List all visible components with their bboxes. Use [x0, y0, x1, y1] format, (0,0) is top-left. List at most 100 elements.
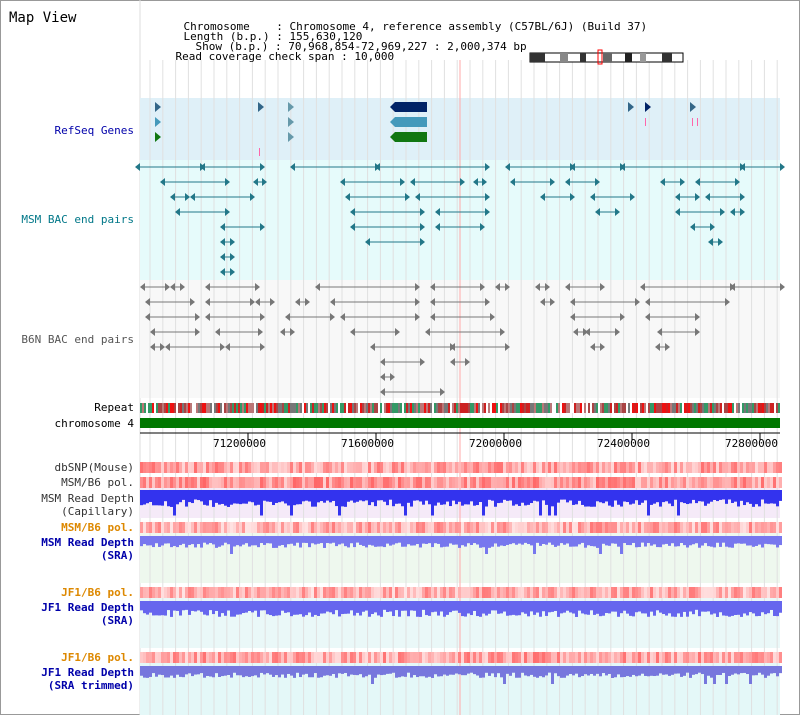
- depth-bar: [221, 601, 224, 614]
- track-label-msm-depth-cap[interactable]: MSM Read Depth (Capillary): [41, 492, 134, 518]
- repeat-segment: [302, 403, 304, 413]
- heat-cell: [254, 462, 257, 473]
- heat-cell: [152, 587, 155, 598]
- heat-cell: [407, 462, 410, 473]
- heat-cell: [392, 587, 395, 598]
- heat-cell: [233, 652, 236, 663]
- depth-bar: [338, 536, 341, 545]
- heat-cell: [431, 522, 434, 533]
- heat-cell: [425, 587, 428, 598]
- depth-bar: [272, 666, 275, 677]
- track-label-msm-b6-pol[interactable]: MSM/B6 pol.: [61, 476, 134, 489]
- depth-bar: [548, 490, 551, 516]
- track-label-repeat[interactable]: Repeat: [94, 401, 134, 414]
- heat-cell: [476, 462, 479, 473]
- heat-cell: [230, 587, 233, 598]
- heat-cell: [290, 652, 293, 663]
- heat-cell: [362, 587, 365, 598]
- repeat-segment: [210, 403, 212, 413]
- repeat-segment: [432, 403, 434, 413]
- heat-cell: [395, 652, 398, 663]
- depth-bar: [422, 490, 425, 505]
- track-label-jf1-b6-pol[interactable]: JF1/B6 pol.: [61, 586, 134, 599]
- repeat-segment: [722, 403, 724, 413]
- depth-bar: [158, 490, 161, 506]
- repeat-segment: [630, 403, 632, 413]
- depth-bar: [212, 666, 215, 678]
- track-label-jf1-depth-sra[interactable]: JF1 Read Depth (SRA): [41, 601, 134, 627]
- depth-bar: [428, 536, 431, 544]
- heat-cell: [170, 587, 173, 598]
- heat-cell: [611, 652, 614, 663]
- bac-end: [485, 163, 490, 171]
- depth-bar: [251, 666, 254, 677]
- heat-cell: [779, 462, 782, 473]
- bac-end: [540, 298, 545, 306]
- track-label-msm-b6-pol-2[interactable]: MSM/B6 pol.: [61, 521, 134, 534]
- heat-cell: [512, 652, 515, 663]
- track-label-msm-bac[interactable]: MSM BAC end pairs: [21, 213, 134, 226]
- depth-bar: [704, 490, 707, 506]
- depth-bar: [512, 536, 515, 544]
- repeat-segment: [212, 403, 214, 413]
- track-label-jf1-b6-pol-2[interactable]: JF1/B6 pol.: [61, 651, 134, 664]
- heat-cell: [776, 477, 779, 488]
- heat-cell: [365, 652, 368, 663]
- heat-cell: [725, 522, 728, 533]
- heat-cell: [599, 652, 602, 663]
- heat-cell: [215, 587, 218, 598]
- repeat-segment: [256, 403, 258, 413]
- heat-cell: [368, 522, 371, 533]
- depth-bar: [332, 601, 335, 615]
- depth-bar: [503, 601, 506, 612]
- repeat-segment: [230, 403, 232, 413]
- repeat-segment: [260, 403, 262, 413]
- heat-cell: [602, 652, 605, 663]
- heat-cell: [620, 462, 623, 473]
- repeat-segment: [374, 403, 376, 413]
- depth-bar: [614, 666, 617, 678]
- depth-bar: [299, 601, 302, 615]
- bac-end: [680, 178, 685, 186]
- bac-end: [545, 283, 550, 291]
- track-label-jf1-depth-trim[interactable]: JF1 Read Depth (SRA trimmed): [41, 666, 134, 692]
- heat-cell: [221, 522, 224, 533]
- depth-bar: [590, 536, 593, 547]
- bac-end: [220, 343, 225, 351]
- track-label-dbsnp[interactable]: dbSNP(Mouse): [54, 461, 134, 474]
- repeat-segment: [718, 403, 720, 413]
- heat-cell: [305, 587, 308, 598]
- depth-bar: [608, 490, 611, 506]
- depth-bar: [560, 601, 563, 614]
- heat-cell: [671, 477, 674, 488]
- heat-cell: [563, 587, 566, 598]
- repeat-segment: [724, 403, 726, 413]
- heat-cell: [455, 652, 458, 663]
- bac-end: [570, 298, 575, 306]
- depth-bar: [767, 490, 770, 504]
- depth-bar: [239, 666, 242, 676]
- heat-cell: [440, 652, 443, 663]
- heat-cell: [431, 587, 434, 598]
- track-label-msm-depth-sra[interactable]: MSM Read Depth (SRA): [41, 536, 134, 562]
- depth-bar: [623, 601, 626, 611]
- heat-cell: [506, 587, 509, 598]
- bac-end: [415, 283, 420, 291]
- depth-bar: [191, 490, 194, 504]
- heat-cell: [230, 462, 233, 473]
- heat-cell: [686, 477, 689, 488]
- depth-bar: [218, 666, 221, 677]
- depth-bar: [629, 490, 632, 505]
- chromosome-value: Chromosome 4, reference assembly (C57BL/…: [289, 20, 648, 33]
- depth-bar: [188, 490, 191, 503]
- depth-bar: [773, 666, 776, 674]
- heat-cell: [275, 477, 278, 488]
- repeat-segment: [390, 403, 392, 413]
- jf1-depth-sra-line2: (SRA): [100, 614, 134, 627]
- heat-cell: [398, 652, 401, 663]
- track-label-b6n-bac[interactable]: B6N BAC end pairs: [21, 333, 134, 346]
- track-label-refseq[interactable]: RefSeq Genes: [54, 124, 134, 137]
- repeat-segment: [266, 403, 268, 413]
- depth-bar: [659, 601, 662, 613]
- repeat-segment: [458, 403, 460, 413]
